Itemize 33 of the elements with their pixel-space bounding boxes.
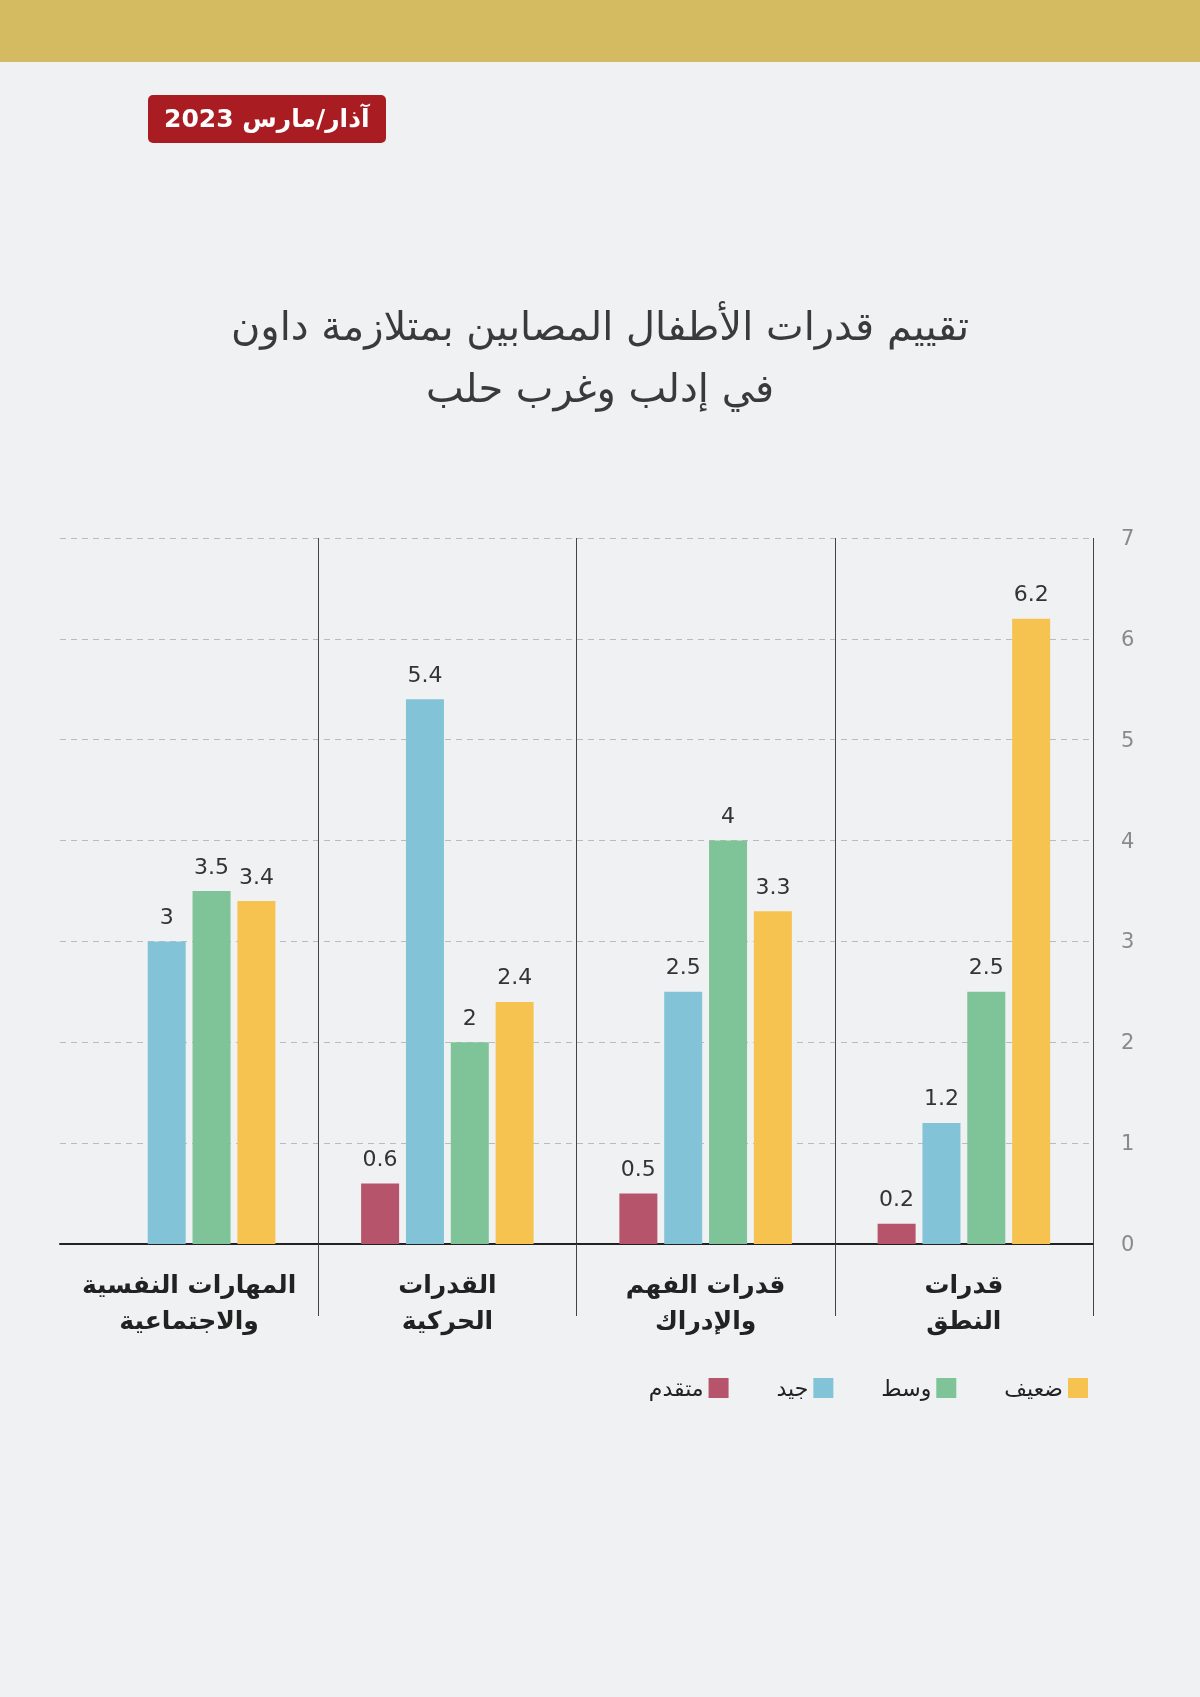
x-tick-label: القدرات الحركية <box>398 1269 497 1336</box>
y-tick-label: 1 <box>1121 1131 1135 1156</box>
data-label: 2.4 <box>497 964 533 990</box>
data-label: 1.2 <box>923 1085 959 1111</box>
data-label: 4 <box>721 803 736 829</box>
data-label: 3.4 <box>238 863 274 889</box>
y-tick-label: 2 <box>1121 1030 1135 1055</box>
data-label: 6.2 <box>1013 581 1049 607</box>
x-tick-label: قدرات الفهم والإدراك <box>625 1269 786 1336</box>
data-label: 2.5 <box>968 954 1004 980</box>
data-label: 0.2 <box>879 1186 915 1212</box>
y-tick-label: 6 <box>1121 626 1135 651</box>
data-label: 2 <box>462 1004 477 1030</box>
x-tick-label: المهارات النفسية والاجتماعية <box>81 1269 297 1336</box>
x-tick-label: قدرات النطق <box>924 1269 1004 1336</box>
data-label: 5.4 <box>407 661 443 687</box>
legend-label: متقدم <box>648 1375 704 1401</box>
data-label: 3.3 <box>755 873 791 899</box>
y-tick-label: 5 <box>1121 727 1135 752</box>
chart-title: تقييم قدرات الأطفال المصابين بمتلازمة داون في إدلب وغرب حلب <box>229 300 971 414</box>
legend-label: ضعيف <box>1004 1375 1063 1401</box>
data-label: 2.5 <box>665 954 701 980</box>
data-label: 3.5 <box>194 853 230 879</box>
data-label: 0.5 <box>620 1156 656 1182</box>
text: آذار/مارس 2023 <box>148 95 386 143</box>
y-tick-label: 3 <box>1121 929 1135 954</box>
y-tick-label: 7 <box>1121 526 1135 550</box>
data-label: 3 <box>159 903 174 929</box>
data-label: 0.6 <box>362 1145 398 1171</box>
y-tick-label: 0 <box>1121 1232 1135 1256</box>
y-tick-label: 4 <box>1121 828 1135 853</box>
legend-label: وسط <box>881 1375 932 1401</box>
legend-label: جيد <box>776 1375 809 1401</box>
